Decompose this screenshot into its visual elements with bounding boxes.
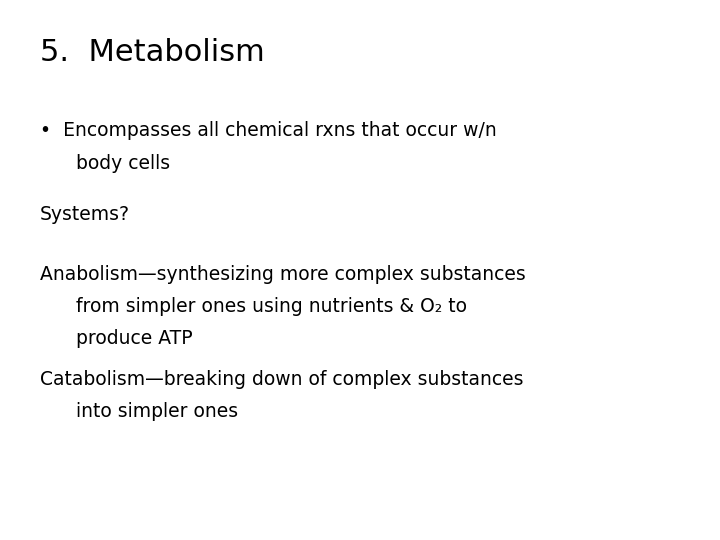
- Text: from simpler ones using nutrients & O₂ to: from simpler ones using nutrients & O₂ t…: [76, 297, 467, 316]
- Text: Systems?: Systems?: [40, 205, 130, 224]
- Text: into simpler ones: into simpler ones: [76, 402, 238, 421]
- Text: Catabolism—breaking down of complex substances: Catabolism—breaking down of complex subs…: [40, 370, 523, 389]
- Text: body cells: body cells: [76, 154, 170, 173]
- Text: produce ATP: produce ATP: [76, 329, 192, 348]
- Text: •  Encompasses all chemical rxns that occur w/n: • Encompasses all chemical rxns that occ…: [40, 122, 496, 140]
- Text: Anabolism—synthesizing more complex substances: Anabolism—synthesizing more complex subs…: [40, 265, 526, 284]
- Text: 5.  Metabolism: 5. Metabolism: [40, 38, 264, 67]
